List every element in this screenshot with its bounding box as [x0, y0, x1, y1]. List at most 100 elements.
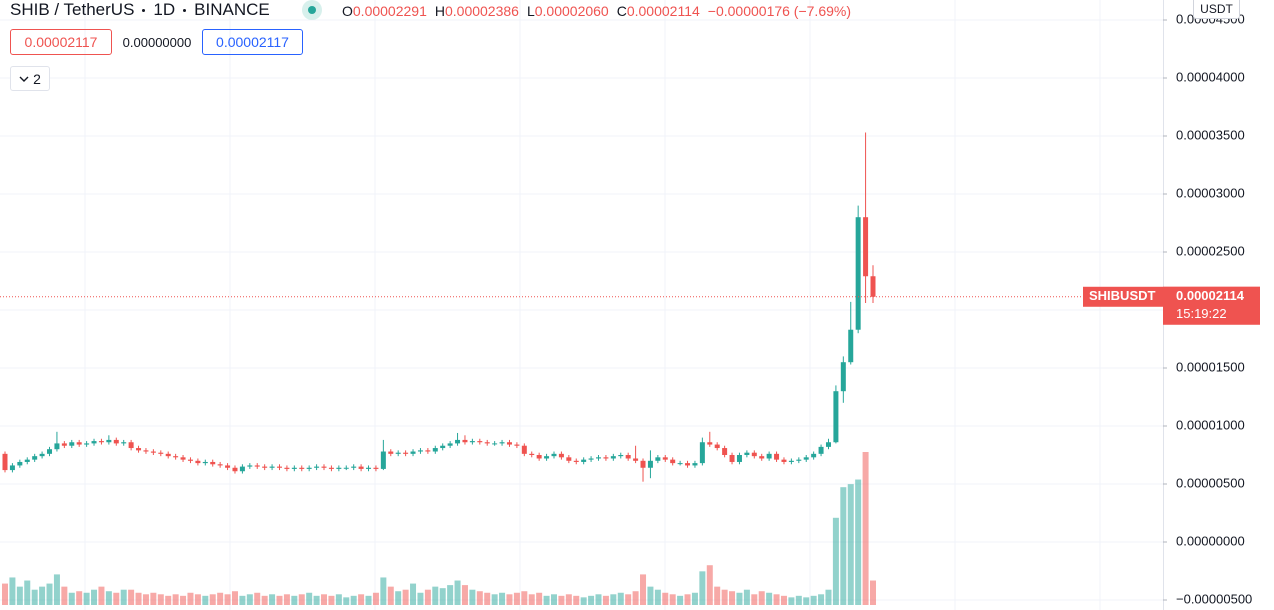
symbol: SHIB / TetherUS [10, 0, 135, 19]
candle-body [610, 456, 616, 459]
candle-body [366, 467, 372, 469]
currency-button[interactable]: USDT [1193, 0, 1240, 19]
volume-bar [335, 594, 342, 605]
candle-body [39, 453, 45, 457]
volume-bar [283, 594, 290, 605]
volume-bar [91, 589, 98, 605]
candle-body [521, 445, 527, 454]
candle-body [699, 442, 705, 464]
volume-bar [298, 594, 305, 605]
candle-body [803, 457, 809, 460]
volume-bar [46, 583, 53, 605]
volume-bar [410, 583, 417, 605]
candle-body [69, 442, 75, 446]
volume-bar [157, 594, 164, 605]
candle-body [455, 439, 461, 444]
volume-bar [699, 571, 706, 605]
sell-button[interactable]: 0.00002117 [10, 29, 112, 55]
candle-layer [0, 132, 1163, 482]
volume-bar [24, 580, 31, 605]
candle-body [24, 459, 30, 462]
volume-bar [76, 591, 83, 605]
candle-body [136, 448, 142, 451]
volume-bar [83, 592, 90, 605]
volume-bar [484, 592, 491, 605]
candle-body [833, 391, 839, 443]
candle-body [351, 466, 357, 468]
candle-body [76, 442, 82, 445]
volume-bar [217, 592, 224, 605]
candle-body [447, 443, 453, 446]
countdown-label: 15:19:22 [1176, 306, 1227, 321]
candle-body [121, 442, 127, 444]
indicators-toggle[interactable]: 2 [10, 66, 50, 91]
y-tick-label: −0.00000500 [1176, 591, 1252, 606]
volume-bar [432, 586, 439, 605]
candle-body [469, 441, 475, 443]
candle-body [514, 444, 520, 446]
volume-bar [313, 595, 320, 605]
ohlc-key: L [526, 3, 535, 19]
y-tick-label: 0.00000500 [1176, 475, 1245, 490]
volume-bar [751, 594, 758, 605]
volume-bar [832, 517, 839, 605]
volume-bar [113, 592, 120, 605]
exchange: BINANCE [194, 0, 270, 19]
candle-body [269, 466, 275, 468]
volume-bar [773, 594, 780, 605]
volume-bar [788, 597, 795, 605]
candle-body [774, 453, 780, 460]
candle-body [714, 444, 720, 449]
ohlc-key: H [434, 3, 445, 19]
volume-bar [669, 594, 676, 605]
candle-body [603, 457, 609, 459]
candle-body [685, 463, 691, 466]
ohlc-key: C [616, 3, 627, 19]
candle-body [17, 461, 23, 466]
volume-bar [39, 586, 46, 605]
volume-bar [150, 592, 157, 605]
candle-body [165, 453, 171, 457]
last-price-label: 0.00002114 [1176, 288, 1245, 303]
candle-body [54, 443, 60, 450]
candle-body [692, 463, 698, 466]
candle-body [618, 455, 624, 457]
volume-bar [387, 586, 394, 605]
volume-bar [98, 586, 105, 605]
volume-bar [736, 592, 743, 605]
candle-body [328, 467, 334, 469]
volume-bar [120, 589, 127, 605]
candle-body [98, 441, 104, 443]
volume-bar [580, 597, 587, 605]
volume-bar [417, 592, 424, 605]
candle-body [759, 456, 765, 459]
market-status[interactable] [302, 0, 322, 20]
symbol-header[interactable]: SHIB / TetherUS 1D BINANCE [10, 0, 270, 20]
candle-body [32, 456, 38, 460]
candle-body [113, 439, 119, 444]
volume-bar [380, 577, 387, 605]
volume-bar [684, 594, 691, 605]
volume-bar [372, 592, 379, 605]
volume-bar [862, 452, 869, 605]
ohlc-key: O [342, 3, 353, 19]
candle-body [47, 449, 53, 454]
candle-body [863, 217, 869, 277]
volume-bar [142, 594, 149, 605]
y-tick-label: 0.00002500 [1176, 243, 1245, 258]
volume-bar [321, 594, 328, 605]
volume-bar [16, 586, 23, 605]
volume-bar [165, 595, 172, 605]
y-tick-label: 0.00003500 [1176, 127, 1245, 142]
candle-body [217, 464, 223, 466]
volume-bar [395, 591, 402, 605]
candle-body [187, 459, 193, 461]
volume-bar [209, 594, 216, 605]
separator [183, 8, 187, 12]
volume-bar [469, 589, 476, 605]
buy-button[interactable]: 0.00002117 [202, 29, 303, 55]
volume-bar [588, 595, 595, 605]
candle-body [581, 459, 587, 462]
